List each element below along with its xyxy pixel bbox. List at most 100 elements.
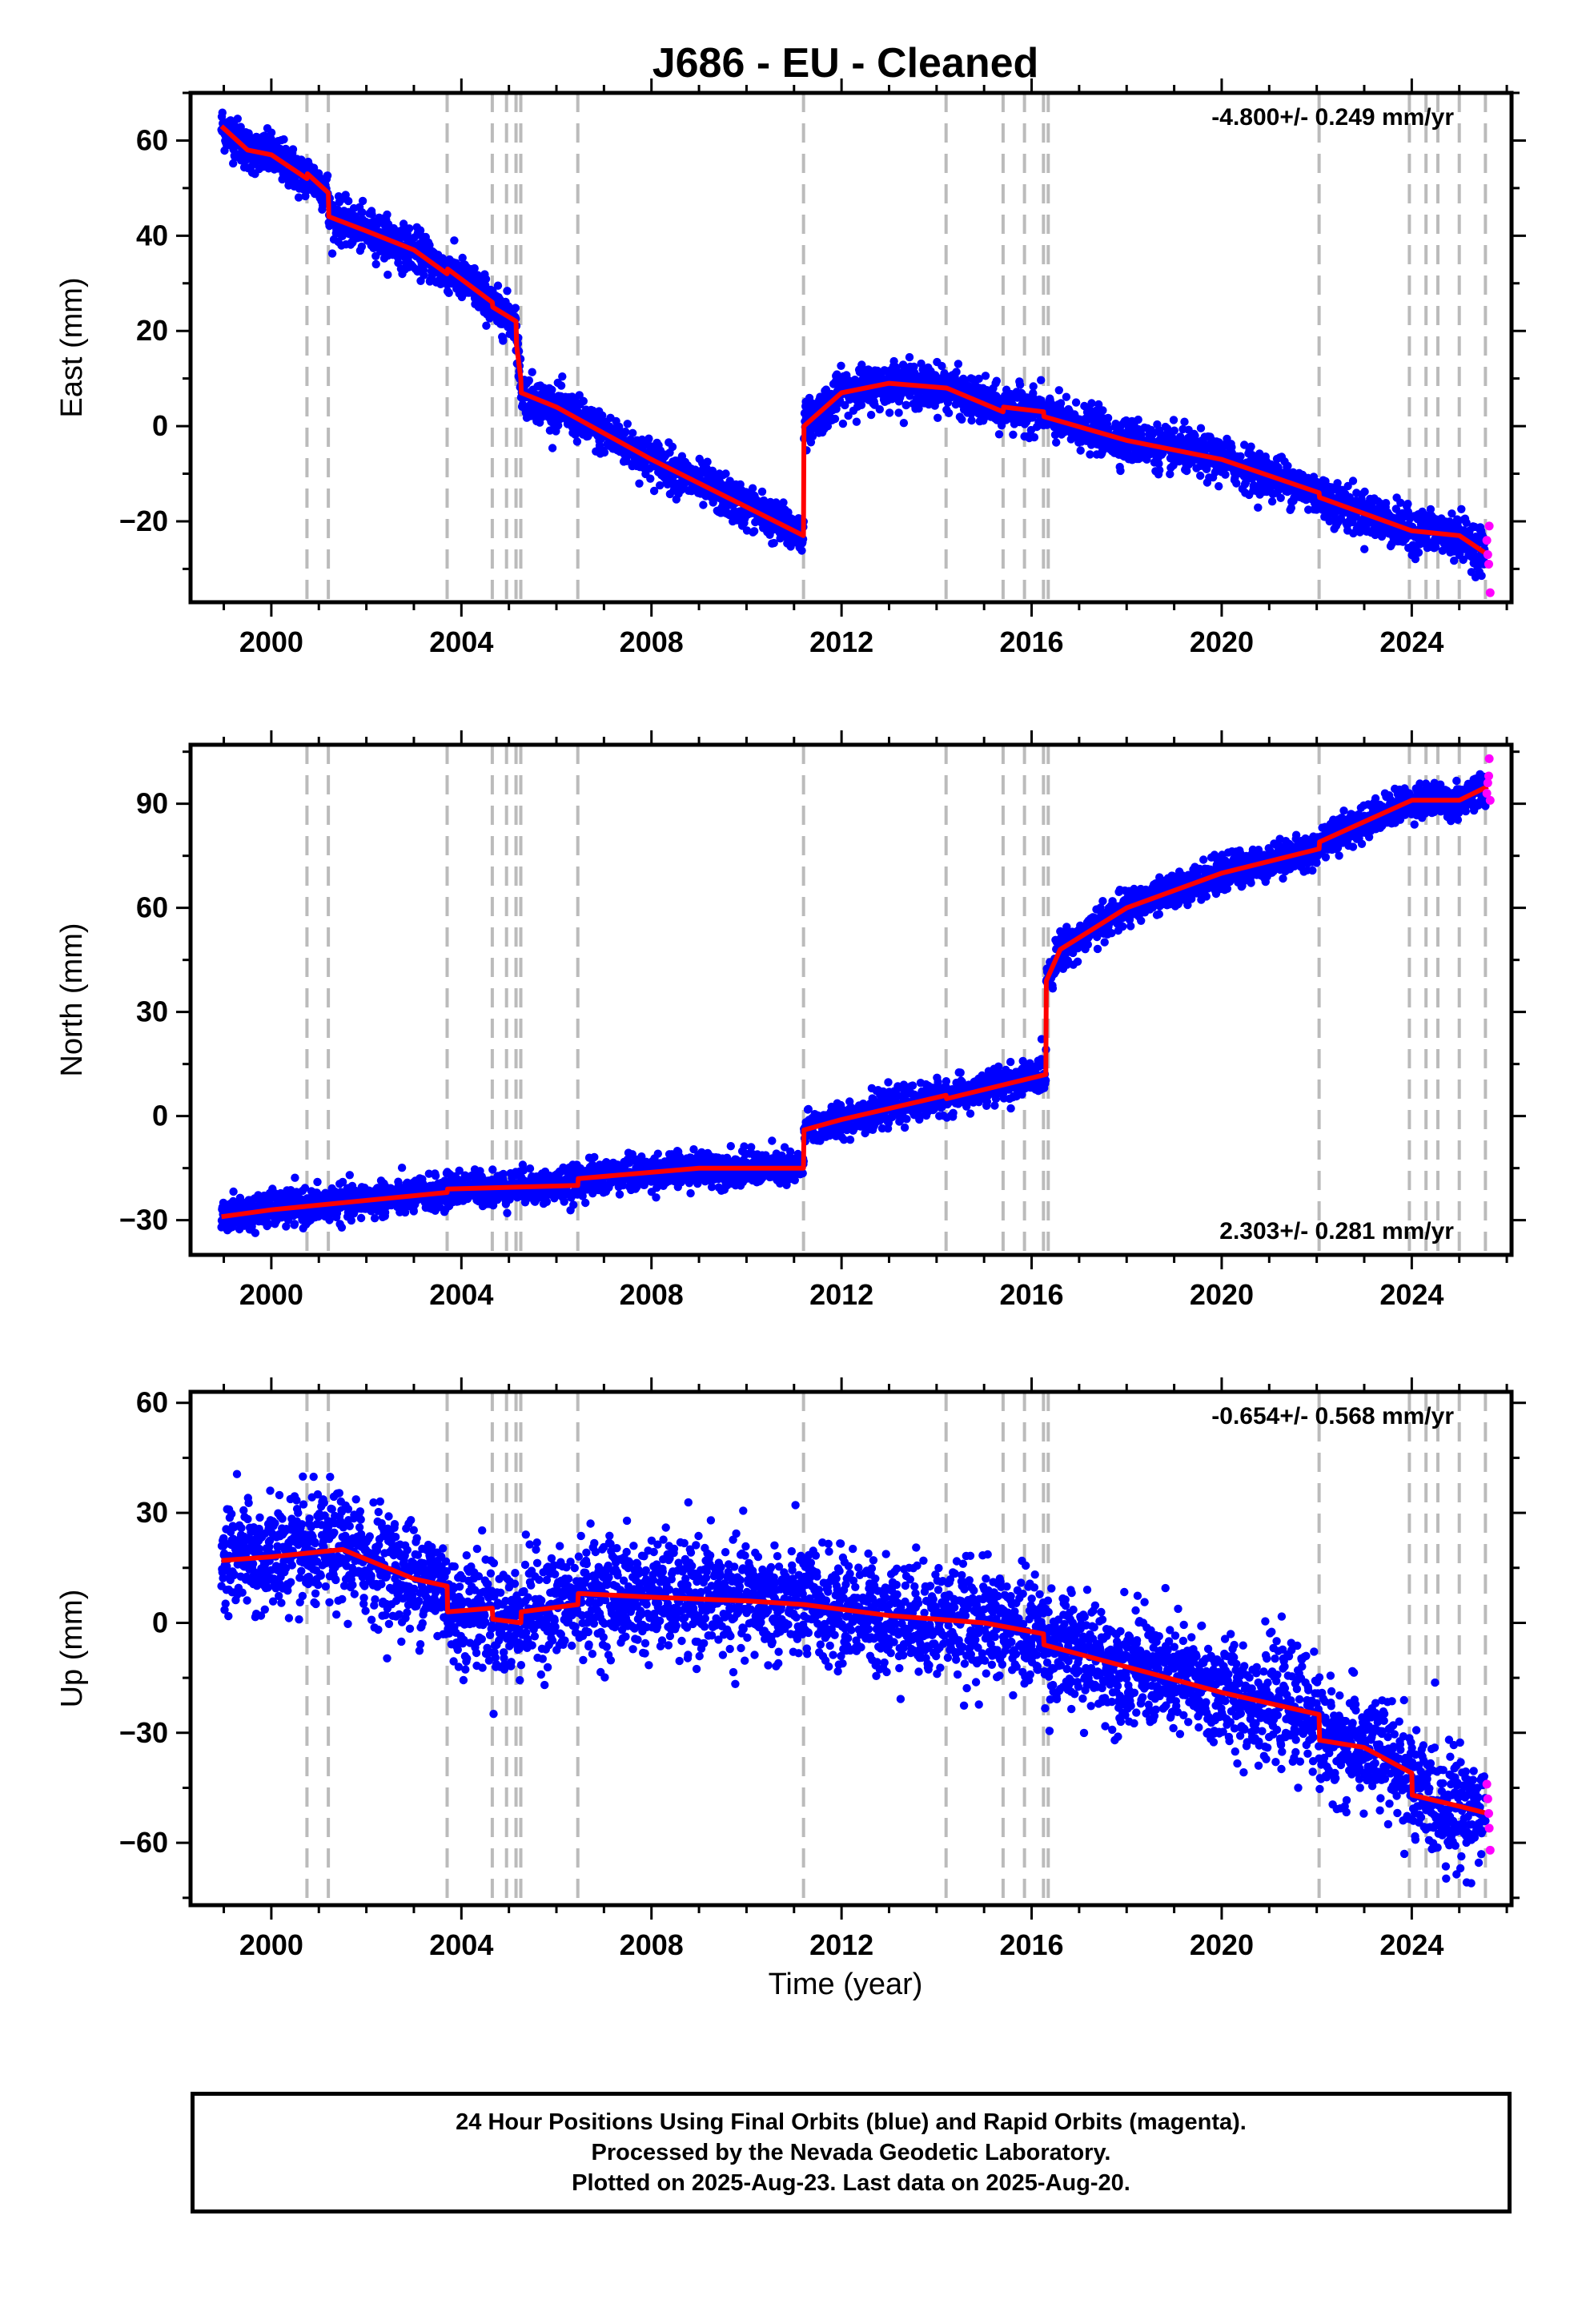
data-point-final [1037,376,1046,384]
y-tick-label: 40 [136,219,168,251]
data-point-final [558,372,567,381]
data-point-final [944,408,954,417]
data-point-final [954,360,963,368]
data-point-final [424,1169,433,1178]
data-point-final [554,421,563,430]
data-point-final [367,210,376,219]
x-tick-label: 2008 [620,625,684,658]
data-point-final [357,242,367,251]
data-point-final [405,224,414,233]
data-point-final [1009,430,1018,439]
data-point-final [337,1223,347,1232]
data-point-final [958,415,966,424]
data-point-final [1411,554,1420,564]
data-point-final [1325,517,1334,526]
data-point-final [981,372,990,380]
data-point-final [1426,505,1435,514]
data-point-final [1247,442,1255,451]
data-point-final [503,287,512,296]
data-point-final [721,469,730,478]
x-tick-label: 2016 [999,625,1063,658]
data-point-final [1254,503,1263,512]
panel-north: 2000 2004 2008 2012 2016 2020 20249060300−30No… [55,730,1526,1311]
data-point-final [1276,493,1285,502]
data-point-final [656,480,665,490]
data-point-final [1345,493,1354,501]
data-point-final [309,163,319,172]
data-point-final [833,370,841,379]
data-point-final [1447,509,1456,518]
data-point-final [1169,416,1178,424]
data-point-final [967,416,976,425]
data-point-final [1094,400,1103,409]
x-tick-label: 2004 [429,625,493,658]
data-point-final [757,487,767,497]
data-point-final [703,457,712,466]
data-point-final [1348,476,1358,485]
data-point-final [1462,518,1471,527]
data-point-final [345,1171,354,1180]
data-point-final [347,1216,355,1225]
data-point-final [901,400,911,409]
data-point-final [623,420,632,428]
data-point-final [511,304,520,312]
data-point-final [1360,545,1369,553]
data-point-final [400,1208,410,1217]
data-point-final [399,219,408,228]
data-point-final [1215,482,1223,491]
data-point-final [1267,497,1277,506]
data-point-final [1378,530,1387,540]
data-point-final [635,479,644,488]
data-point-final [1343,481,1352,491]
data-point-final [894,408,903,417]
data-point-final [841,400,849,410]
data-point-final [797,546,806,555]
north-final-points [217,770,1490,1237]
data-point-final [837,361,845,370]
data-point-final [300,1184,310,1192]
data-point-final [1221,470,1230,479]
data-point-rapid [1484,521,1494,531]
data-point-final [1029,382,1038,391]
data-point-final [291,1173,299,1182]
data-point-final [830,414,840,424]
data-point-final [358,208,367,217]
data-point-final [1381,499,1391,508]
data-point-rapid [1482,536,1492,545]
panel-east: 2000 2004 2008 2012 2016 2020 20246040200−20Ea… [55,78,1526,658]
data-point-final [1062,392,1071,401]
data-point-final [1457,505,1466,513]
data-point-final [488,1165,497,1174]
data-point-final [290,1220,299,1228]
data-point-final [282,1222,291,1231]
data-point-final [857,400,866,409]
data-point-final [1166,469,1174,479]
data-point-final [1022,393,1032,402]
data-point-final [338,1177,347,1187]
east-rate-label: -4.800+/- 0.249 mm/yr [1211,104,1454,131]
east-model-line [219,124,1489,557]
data-point-final [1196,424,1206,432]
data-point-rapid [1484,559,1494,569]
east-final-points [217,108,1490,581]
data-point-final [866,410,876,420]
data-point-final [952,368,961,376]
data-point-final [1182,466,1191,476]
data-point-final [297,155,306,165]
data-point-final [548,385,556,394]
data-point-final [267,128,276,137]
data-point-final [524,376,533,385]
data-point-final [1236,452,1245,460]
data-point-final [420,271,428,279]
data-point-final [1287,504,1296,513]
data-point-final [397,1164,407,1172]
east-y-axis-label: East (mm) [55,277,89,417]
data-point-final [938,361,946,371]
data-point-final [748,484,757,493]
data-point-final [230,120,239,129]
data-point-final [1148,429,1158,439]
data-point-final [1450,556,1459,565]
data-point-final [313,1177,322,1187]
panels-group: 2000 2004 2008 2012 2016 2020 20246040200−20Ea… [55,78,1526,1961]
data-point-final [458,253,467,263]
